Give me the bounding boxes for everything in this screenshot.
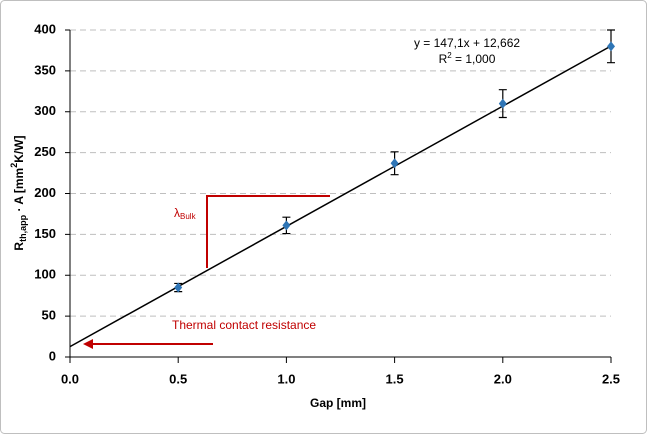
- r2-sup: 2: [447, 51, 452, 60]
- trend-equation: y = 147,1x + 12,662: [414, 36, 520, 50]
- y-tick-label: 300: [34, 103, 56, 118]
- trend-r2: R2 = 1,000: [439, 51, 496, 66]
- y-label-r: R: [12, 242, 26, 251]
- point: [282, 220, 291, 231]
- x-tick-label: 2.0: [494, 371, 512, 386]
- point: [498, 98, 507, 109]
- point: [607, 41, 615, 52]
- x-tick-label: 0.0: [61, 371, 79, 386]
- marks: [69, 29, 615, 348]
- y-label-sub: th,app: [18, 214, 28, 241]
- y-tick-label: 50: [42, 308, 56, 323]
- y-label-mid: · A [mm: [12, 168, 26, 215]
- x-tick-label: 2.5: [602, 371, 620, 386]
- lambda-symbol: λ: [174, 206, 180, 220]
- x-axis-label: Gap [mm]: [310, 396, 366, 410]
- point: [174, 282, 183, 293]
- lambda-label: λBulk: [174, 206, 197, 221]
- y-label-end: K/W]: [12, 135, 26, 162]
- y-tick-label: 200: [34, 185, 56, 200]
- r2-rest: = 1,000: [452, 52, 496, 66]
- contact-arrow-head: [83, 339, 93, 349]
- point: [390, 158, 399, 169]
- y-tick-label: 100: [34, 267, 56, 282]
- y-tick-label: 0: [49, 348, 56, 363]
- lambda-sub: Bulk: [180, 212, 197, 221]
- y-tick-label: 350: [34, 62, 56, 77]
- r2-r: R: [439, 52, 448, 66]
- grid: 0 50 100 150 200 250 300 350 400 0.0 0.5 1.0 1.5 2.0 2…: [34, 21, 620, 386]
- x-tick-label: 1.0: [277, 371, 295, 386]
- contact-label: Thermal contact resistance: [172, 318, 316, 332]
- y-label-sup: 2: [9, 163, 19, 168]
- lambda-triangle: [206, 195, 330, 268]
- y-tick-label: 250: [34, 144, 56, 159]
- x-tick-label: 1.5: [386, 371, 404, 386]
- trendline: [69, 45, 612, 348]
- y-tick-label: 150: [34, 226, 56, 241]
- y-axis-label: Rth,app · A [mm2K/W]: [9, 135, 28, 250]
- x-tick-label: 0.5: [169, 371, 187, 386]
- y-tick-label: 400: [34, 21, 56, 36]
